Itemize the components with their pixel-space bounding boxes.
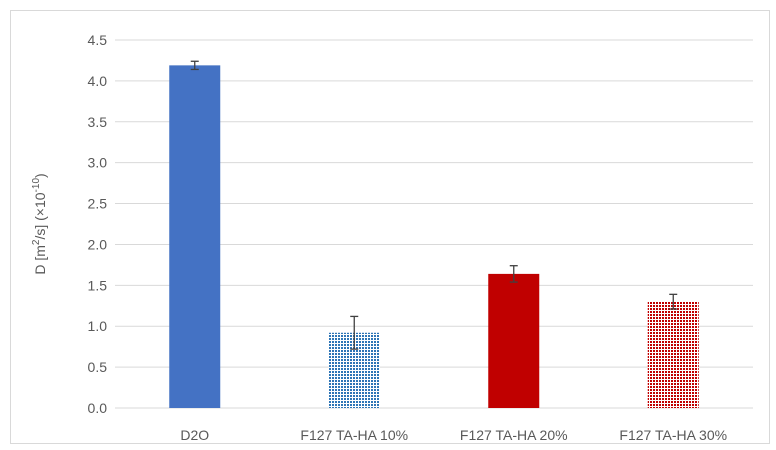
bar xyxy=(488,273,540,408)
y-tick-label: 2.0 xyxy=(88,236,108,252)
y-tick-labels: 0.0 0.5 1.0 1.5 2.0 2.5 3.0 3.5 4.0 4.5 xyxy=(88,32,108,416)
x-tick-label: F127 TA-HA 30% xyxy=(619,427,727,443)
y-tick-label: 3.5 xyxy=(88,114,108,130)
y-axis-label: D [m2/s] (×10-10) xyxy=(31,173,48,274)
bar xyxy=(647,301,699,408)
error-bar xyxy=(509,265,518,283)
x-tick-label: F127 TA-HA 10% xyxy=(300,427,408,443)
x-tick-label: D2O xyxy=(180,427,209,443)
error-bar xyxy=(350,315,359,350)
y-tick-label: 4.0 xyxy=(88,73,108,89)
chart-frame: 0.0 0.5 1.0 1.5 2.0 2.5 3.0 3.5 4.0 4.5 D2O F127 T… xyxy=(10,10,770,444)
error-bar xyxy=(669,293,678,310)
y-tick-label: 4.5 xyxy=(88,32,108,48)
y-tick-label: 1.0 xyxy=(88,318,108,334)
gridlines xyxy=(115,39,753,409)
bar xyxy=(169,65,221,409)
x-tick-label: F127 TA-HA 20% xyxy=(460,427,568,443)
error-bars xyxy=(190,60,678,350)
bars xyxy=(169,65,699,409)
bar-chart: 0.0 0.5 1.0 1.5 2.0 2.5 3.0 3.5 4.0 4.5 D2O F127 T… xyxy=(31,32,753,443)
y-tick-label: 2.5 xyxy=(88,196,108,212)
y-tick-label: 0.5 xyxy=(88,359,108,375)
y-tick-label: 1.5 xyxy=(88,277,108,293)
x-tick-labels: D2O F127 TA-HA 10% F127 TA-HA 20% F127 TA-H… xyxy=(180,427,727,443)
error-bar xyxy=(190,60,199,71)
y-tick-label: 0.0 xyxy=(88,400,108,416)
y-tick-label: 3.0 xyxy=(88,155,108,171)
